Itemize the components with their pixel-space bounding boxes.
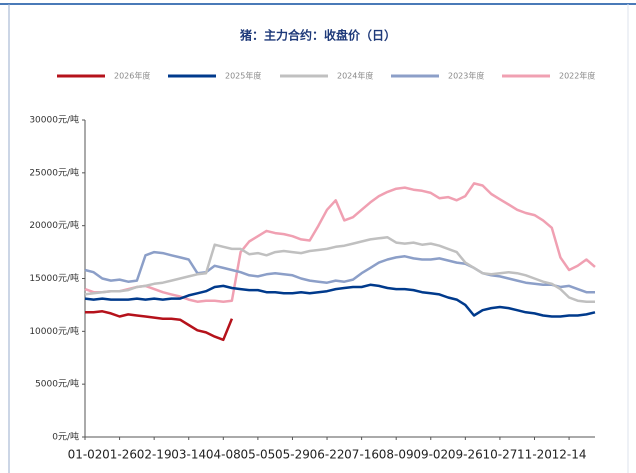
- x-tick-label: 07-16: [344, 448, 379, 462]
- series-line: [84, 182, 596, 303]
- legend-label: 2026年度: [114, 71, 150, 81]
- x-tick-label: 10-27: [482, 448, 517, 462]
- x-tick-label: 03-14: [171, 448, 206, 462]
- x-tick-label: 01-02: [68, 448, 103, 462]
- y-tick-label: 10000元/吨: [29, 325, 79, 337]
- x-tick-label: 01-26: [102, 448, 137, 462]
- y-tick-label: 5000元/吨: [35, 378, 79, 390]
- x-tick-label: 05-29: [275, 448, 310, 462]
- series-line: [84, 236, 595, 303]
- legend-label: 2024年度: [337, 71, 373, 81]
- legend-label: 2025年度: [225, 71, 261, 81]
- y-tick-label: 30000元/吨: [29, 114, 79, 126]
- x-tick-label: 08-09: [379, 448, 414, 462]
- x-tick-label: 11-20: [517, 448, 552, 462]
- x-tick-label: 04-08: [206, 448, 241, 462]
- chart-title: 猪：主力合约：收盘价（日）: [239, 28, 396, 43]
- x-tick-label: 02-19: [137, 448, 172, 462]
- x-tick-label: 12-14: [552, 448, 587, 462]
- x-tick-label: 06-22: [310, 448, 345, 462]
- legend-label: 2023年度: [448, 71, 484, 81]
- x-tick-label: 09-26: [448, 448, 483, 462]
- y-tick-label: 25000元/吨: [29, 166, 79, 178]
- series-line: [85, 310, 234, 342]
- y-tick-label: 15000元/吨: [29, 272, 79, 284]
- series-line: [84, 250, 595, 294]
- x-tick-label: 05-05: [240, 448, 275, 462]
- y-tick-label: 0元/吨: [52, 431, 79, 443]
- series-line: [84, 283, 596, 318]
- x-tick-label: 09-02: [413, 448, 448, 462]
- y-tick-label: 20000元/吨: [29, 219, 79, 231]
- legend-label: 2022年度: [559, 71, 595, 81]
